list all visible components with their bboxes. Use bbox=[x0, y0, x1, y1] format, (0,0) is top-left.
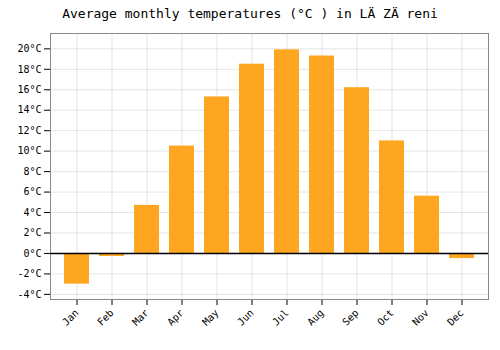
svg-text:12°C: 12°C bbox=[17, 125, 41, 136]
svg-text:4°C: 4°C bbox=[23, 207, 41, 218]
html-text:Average monthly temperatures (: Average monthly temperatures (°C ) in LÄ… bbox=[62, 6, 438, 21]
svg-text:Oct: Oct bbox=[375, 307, 396, 328]
svg-text:16°C: 16°C bbox=[17, 84, 41, 95]
svg-text:Mar: Mar bbox=[130, 307, 151, 328]
svg-text:20°C: 20°C bbox=[17, 43, 41, 54]
svg-text:2°C: 2°C bbox=[23, 227, 41, 238]
svg-text:May: May bbox=[200, 307, 221, 328]
svg-text:0°C: 0°C bbox=[23, 248, 41, 259]
svg-text:Jun: Jun bbox=[235, 307, 256, 328]
svg-text:-2°C: -2°C bbox=[17, 268, 41, 279]
svg-text:8°C: 8°C bbox=[23, 166, 41, 177]
svg-text:Feb: Feb bbox=[95, 307, 116, 328]
svg-text:Jul: Jul bbox=[270, 307, 291, 328]
svg-text:10°C: 10°C bbox=[17, 145, 41, 156]
svg-text:18°C: 18°C bbox=[17, 64, 41, 75]
svg-text:Jan: Jan bbox=[60, 307, 81, 328]
svg-text:Apr: Apr bbox=[165, 307, 186, 328]
svg-text:-4°C: -4°C bbox=[17, 289, 41, 300]
svg-text:14°C: 14°C bbox=[17, 104, 41, 115]
svg-text:Sep: Sep bbox=[340, 307, 361, 328]
svg-text:Nov: Nov bbox=[410, 307, 431, 328]
svg-text:Dec: Dec bbox=[445, 307, 466, 328]
svg-text:Aug: Aug bbox=[305, 307, 326, 328]
svg-text:6°C: 6°C bbox=[23, 186, 41, 197]
